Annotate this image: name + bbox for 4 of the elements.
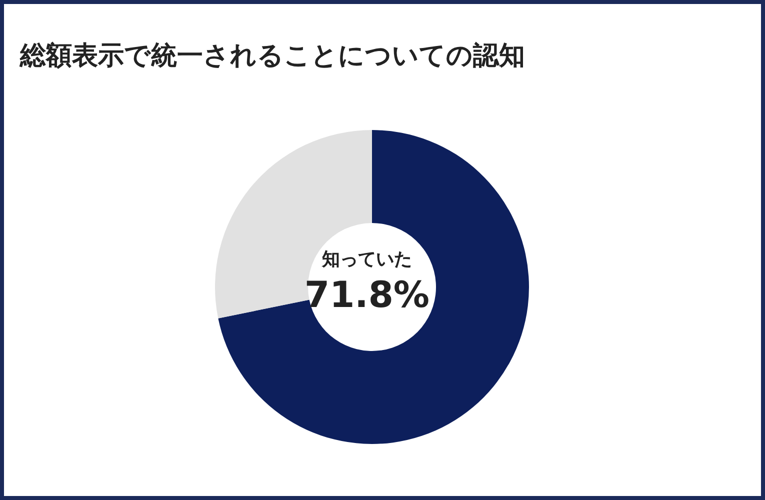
data-label: 71.8% xyxy=(304,275,430,316)
slice-label: 知っていた xyxy=(320,248,413,271)
chart-title: 総額表示で統一されることについての認知 xyxy=(20,40,525,73)
donut-slice xyxy=(218,130,529,444)
